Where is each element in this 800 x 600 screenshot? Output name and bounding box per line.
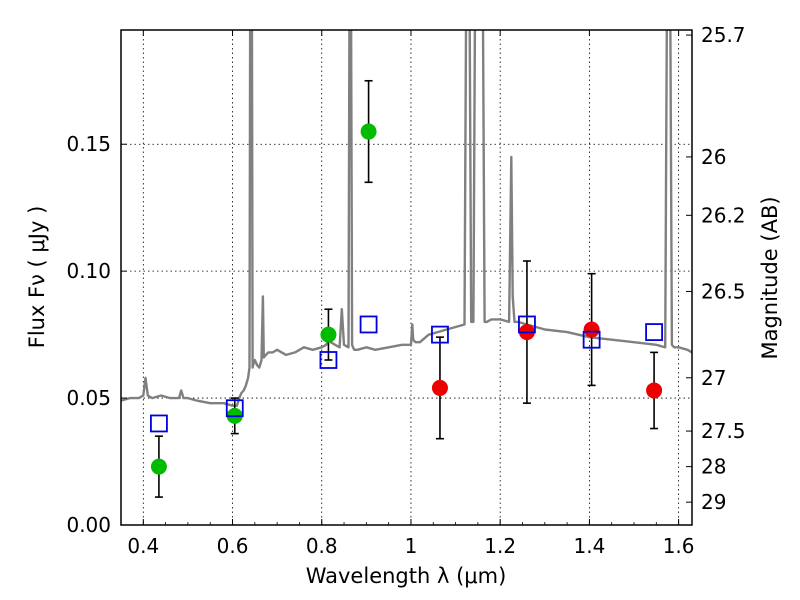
y-tick-label: 0.15 — [66, 132, 111, 156]
model-photometry-square — [225, 399, 244, 418]
plot-area — [121, 30, 692, 498]
red-data-point — [431, 379, 448, 396]
red-data-point — [646, 382, 663, 399]
model-photometry-square — [150, 414, 168, 433]
y2-tick-label: 29 — [701, 490, 726, 514]
y2-tick-label: 26 — [701, 145, 726, 169]
y-tick-label: 0.10 — [66, 259, 111, 283]
green-data-point — [320, 326, 337, 343]
y2-axis-label: Magnitude (AB) — [758, 196, 782, 359]
model-photometry-square — [645, 323, 663, 341]
x-tick-label: 1 — [405, 534, 418, 558]
grid-lines — [121, 30, 692, 526]
y-tick-label: 0.05 — [66, 386, 111, 410]
red-data-point — [583, 321, 600, 338]
y2-tick-label: 27.5 — [701, 419, 746, 443]
model-photometry-square — [431, 325, 449, 344]
y-tick-label: 0.00 — [66, 513, 111, 537]
x-tick-label: 0.4 — [127, 534, 159, 558]
y2-tick-label: 26.2 — [701, 203, 746, 227]
y-axis-label: Flux Fν ( μJy ) — [25, 206, 49, 349]
green-data-point — [360, 123, 377, 140]
y2-tick-label: 27 — [701, 366, 726, 390]
model-photometry-square — [582, 330, 601, 349]
model-photometry-square — [359, 315, 378, 334]
x-axis-label: Wavelength λ (μm) — [306, 564, 507, 588]
y2-tick-label: 25.7 — [701, 23, 746, 47]
model-photometry-square — [518, 315, 536, 334]
axes: 0.4 0.6 0.8 1 1.2 1.4 1.6 0.00 0.05 0.10 0.15 25.7 2… — [66, 23, 745, 558]
green-data-point — [150, 458, 167, 475]
plot-frame — [120, 29, 693, 526]
model-photometry-square — [319, 351, 338, 369]
model-spectrum-line — [121, 30, 692, 407]
y2-tick-label: 26.5 — [701, 279, 746, 303]
x-tick-label: 1.6 — [663, 534, 695, 558]
x-tick-label: 1.4 — [573, 534, 605, 558]
x-tick-label: 0.6 — [217, 534, 249, 558]
x-tick-label: 1.2 — [484, 534, 516, 558]
y2-tick-label: 28 — [701, 455, 726, 479]
x-tick-label: 0.8 — [306, 534, 338, 558]
